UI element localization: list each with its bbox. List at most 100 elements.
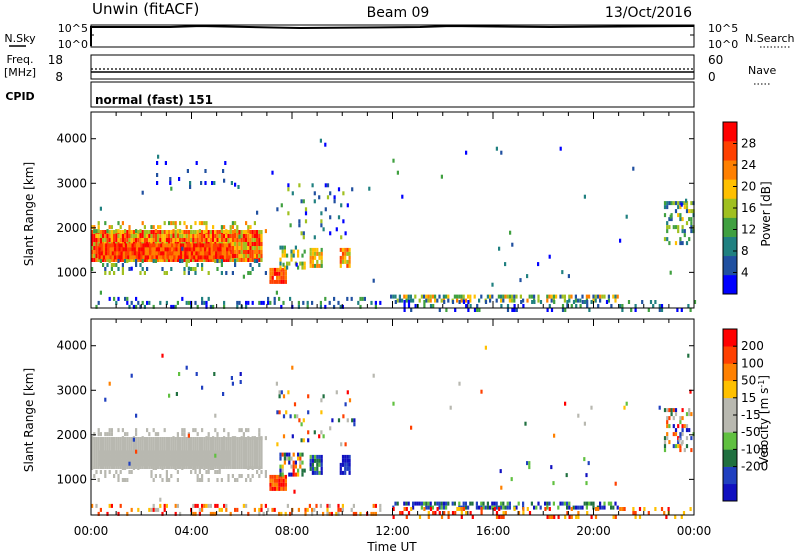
power-cell: [275, 290, 278, 295]
power-cell: [320, 255, 323, 260]
power-cell: [297, 253, 300, 258]
velocity-cell: [316, 458, 319, 463]
power-cell: [143, 271, 146, 275]
velocity-cell: [453, 501, 456, 506]
power-cell: [515, 294, 518, 299]
freq-tick-bottom: 8: [55, 70, 63, 84]
power-cell: [570, 294, 573, 299]
velocity-cell: [132, 441, 135, 445]
power-cell: [212, 258, 215, 262]
power-cell: [341, 247, 345, 252]
velocity-cell: [288, 460, 291, 465]
velocity-cell: [195, 450, 198, 455]
velocity-cell: [119, 465, 122, 469]
velocity-cell: [460, 511, 463, 515]
velocity-cell: [685, 436, 689, 441]
velocity-cell: [663, 448, 667, 453]
velocity-cell: [176, 436, 179, 441]
power-cell: [177, 251, 180, 256]
power-cell: [110, 230, 113, 234]
power-cell: [280, 304, 283, 309]
velocity-cell: [249, 437, 252, 441]
velocity-cell: [143, 437, 146, 441]
velocity-cell: [175, 458, 178, 463]
velocity-cell: [117, 474, 120, 478]
velocity-cell: [144, 462, 147, 467]
velocity-cell: [214, 453, 217, 458]
power-cell: [131, 255, 134, 260]
velocity-cell: [144, 458, 147, 463]
power-cell: [677, 205, 680, 210]
velocity-cell: [309, 458, 312, 463]
power-cell: [128, 225, 131, 230]
velocity-cell: [184, 462, 187, 467]
velocity-cell: [201, 441, 204, 445]
velocity-cell: [688, 428, 691, 433]
power-cell: [185, 234, 188, 238]
power-cell: [95, 234, 98, 238]
velocity-cell: [98, 458, 101, 463]
power-cell: [210, 251, 213, 256]
velocity-cell: [280, 474, 283, 479]
velocity-cell: [279, 452, 282, 457]
velocity-cell: [231, 381, 234, 386]
power-cell: [309, 259, 312, 264]
velocity-cell: [104, 470, 107, 474]
velocity-cell: [498, 507, 501, 511]
power-cell: [668, 201, 671, 206]
power-cell: [238, 254, 241, 258]
power-cell: [176, 258, 179, 262]
velocity-cell: [425, 505, 428, 510]
velocity-cell: [355, 511, 358, 516]
power-cell: [151, 243, 154, 248]
power-cell: [157, 243, 161, 248]
power-cell: [140, 247, 143, 252]
velocity-cell: [374, 511, 377, 516]
velocity-cell: [284, 482, 287, 487]
power-cell: [245, 254, 248, 258]
velocity-cell: [460, 515, 463, 519]
velocity-cell: [438, 505, 441, 510]
power-cell: [217, 247, 220, 252]
velocity-cell: [242, 441, 245, 445]
velocity-cell: [95, 437, 98, 441]
power-cell: [690, 221, 693, 226]
power-cell: [269, 267, 272, 272]
velocity-cell: [149, 462, 152, 467]
velocity-cell: [146, 441, 149, 445]
velocity-cell: [322, 434, 325, 439]
power-cell: [256, 230, 259, 234]
nave-tick-top: 60: [708, 53, 723, 67]
power-cell: [429, 298, 432, 303]
power-cell: [465, 150, 468, 155]
power-cell: [690, 209, 693, 214]
power-cell: [110, 267, 113, 271]
velocity-cell: [203, 437, 206, 441]
power-cell: [150, 230, 153, 234]
velocity-cell: [275, 381, 278, 386]
velocity-cell: [168, 437, 171, 441]
velocity-cell: [124, 458, 128, 463]
velocity-cell: [166, 454, 169, 459]
velocity-cell: [504, 511, 507, 515]
velocity-cell: [672, 432, 675, 437]
velocity-cell: [220, 441, 223, 445]
power-cell: [133, 251, 136, 256]
power-cell: [157, 230, 160, 234]
power-cell: [135, 247, 139, 252]
power-cell: [314, 247, 317, 252]
power-cell: [95, 242, 98, 246]
velocity-cell: [247, 436, 250, 441]
velocity-cell: [95, 445, 98, 449]
velocity-cell: [162, 458, 165, 463]
power-cell: [124, 247, 128, 252]
power-cell: [187, 300, 190, 305]
power-cell: [91, 254, 94, 258]
velocity-cell: [301, 452, 304, 457]
power-cell: [605, 300, 609, 304]
power-cell: [282, 275, 285, 280]
nsky-tick-bottom: 10^0: [58, 38, 88, 51]
velocity-cell: [247, 428, 250, 433]
velocity-xtick-label: 04:00: [174, 524, 209, 538]
